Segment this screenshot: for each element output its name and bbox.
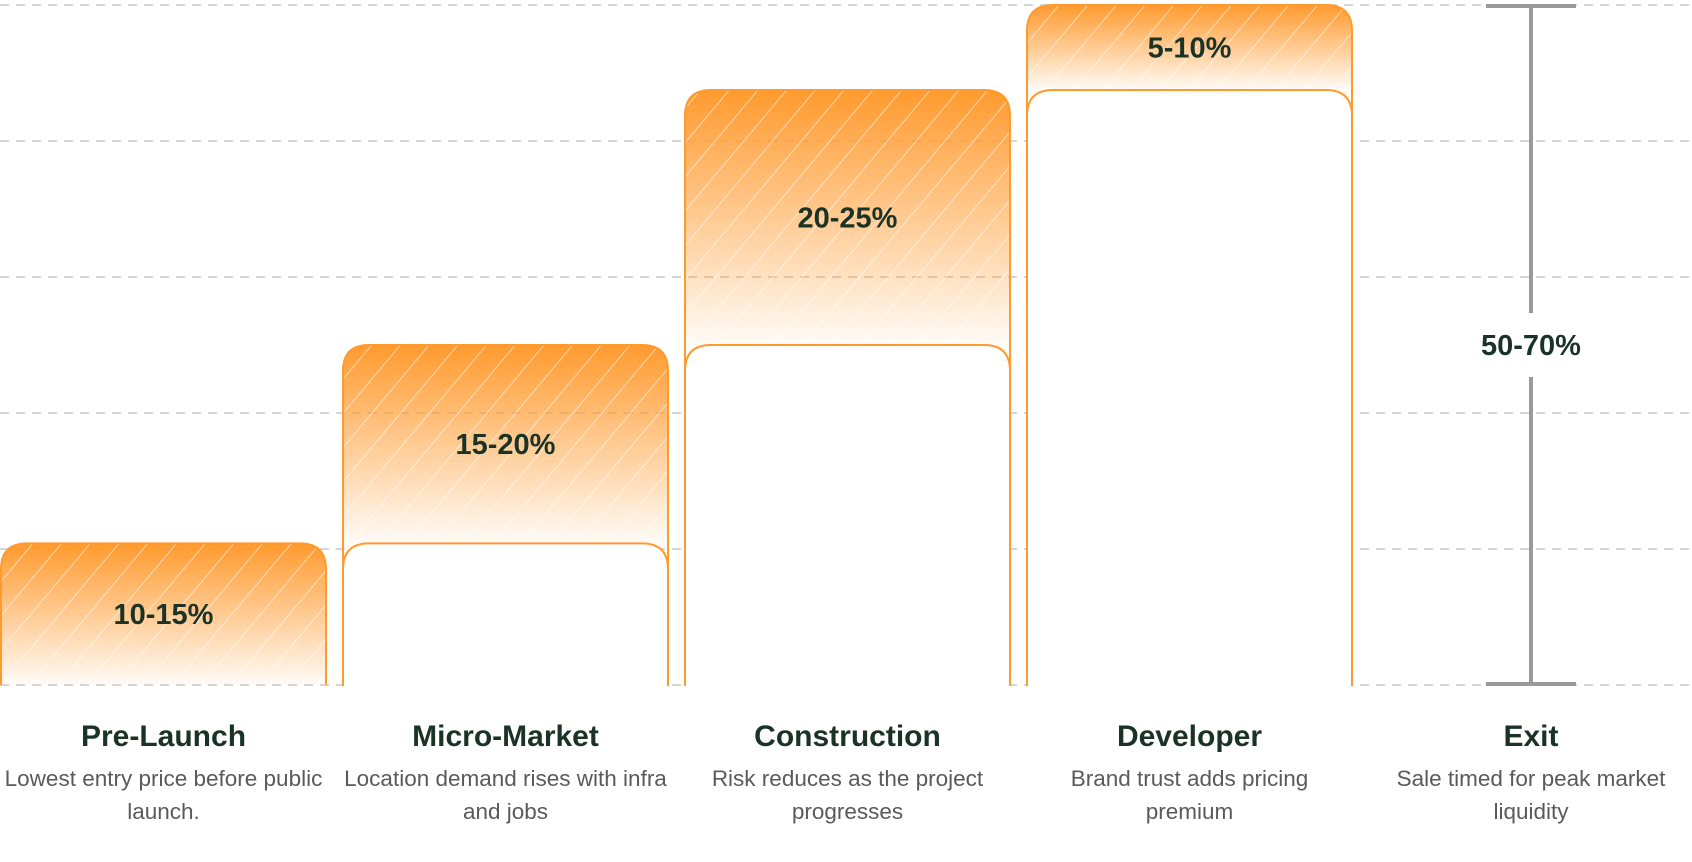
category-caption: Developer Brand trust adds pricing premi…	[1025, 718, 1355, 828]
bar-base-previous-level	[342, 542, 669, 686]
category-description: Brand trust adds pricing premium	[1070, 766, 1309, 824]
category-caption: Exit Sale timed for peak market liquidit…	[1366, 718, 1692, 828]
bar-outline	[684, 89, 1011, 685]
category-title: Construction	[754, 720, 941, 753]
bar-base-previous-level	[1026, 89, 1353, 686]
bar-value-label: 15-20%	[456, 429, 556, 461]
bar-value-label: 10-15%	[114, 599, 214, 631]
total-range-whisker: 50-70%	[1481, 4, 1581, 686]
category-caption: Micro-Market Location demand rises with …	[341, 718, 671, 828]
category-title: Micro-Market	[412, 720, 599, 753]
category-title: Pre-Launch	[80, 720, 247, 753]
category-description: Sale timed for peak market liquidity	[1396, 766, 1666, 824]
waterfall-bar-2: 15-20%	[342, 344, 669, 686]
category-description: Location demand rises with infra and job…	[344, 766, 667, 824]
total-value-label: 50-70%	[1481, 330, 1581, 362]
category-description: Risk reduces as the project progresses	[711, 766, 984, 824]
category-caption: Pre-Launch Lowest entry price before pub…	[0, 718, 329, 828]
bar-outline	[1026, 4, 1353, 685]
waterfall-bar-1: 10-15%	[0, 542, 327, 685]
bar-outline	[0, 542, 327, 685]
bar-base-previous-level	[684, 344, 1011, 686]
category-description: Lowest entry price before public launch.	[4, 766, 323, 824]
bar-value-label: 5-10%	[1148, 33, 1232, 65]
category-title: Developer	[1116, 720, 1263, 753]
category-title: Exit	[1503, 720, 1559, 753]
waterfall-bar-3: 20-25%	[684, 89, 1011, 686]
category-caption: Construction Risk reduces as the project…	[683, 718, 1013, 828]
waterfall-bar-4: 5-10%	[1026, 4, 1353, 686]
bar-outline	[342, 344, 669, 685]
bar-hatch	[1, 543, 326, 685]
bar-value-label: 20-25%	[798, 203, 898, 235]
waterfall-chart: 10-15% 15-20% 20-25% 5-10% 50-70%	[0, 4, 1692, 686]
